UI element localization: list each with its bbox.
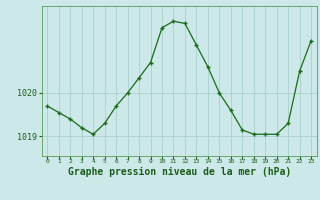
X-axis label: Graphe pression niveau de la mer (hPa): Graphe pression niveau de la mer (hPa)	[68, 167, 291, 177]
